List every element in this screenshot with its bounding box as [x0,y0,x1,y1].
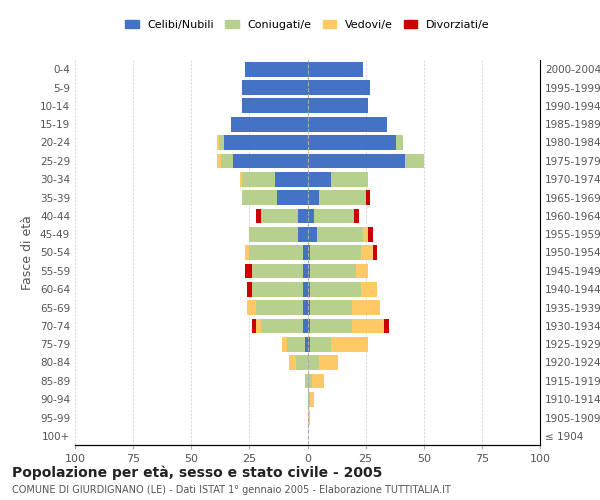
Bar [305,374,308,388]
Bar [289,355,296,370]
Bar [308,337,310,351]
Bar [287,337,305,351]
Bar [256,300,303,315]
Bar [373,245,377,260]
Bar [308,410,310,425]
Bar [317,227,364,242]
Bar [319,355,338,370]
Bar [308,318,310,333]
Bar [250,245,303,260]
Bar [308,135,396,150]
Bar [252,264,303,278]
Bar [303,318,308,333]
Bar [217,154,221,168]
Bar [308,117,386,132]
Bar [252,318,256,333]
Bar [361,282,377,296]
Bar [308,264,310,278]
Bar [308,172,331,186]
Bar [310,300,352,315]
Bar [247,300,256,315]
Bar [303,282,308,296]
Bar [308,190,319,205]
Bar [245,264,252,278]
Bar [305,337,308,351]
Bar [242,172,275,186]
Bar [231,117,308,132]
Bar [296,355,308,370]
Bar [308,98,368,113]
Bar [308,80,370,95]
Bar [364,227,368,242]
Text: COMUNE DI GIURDIGNANO (LE) - Dati ISTAT 1° gennaio 2005 - Elaborazione TUTTITALI: COMUNE DI GIURDIGNANO (LE) - Dati ISTAT … [12,485,451,495]
Bar [384,318,389,333]
Bar [365,190,370,205]
Bar [308,154,405,168]
Text: Popolazione per età, sesso e stato civile - 2005: Popolazione per età, sesso e stato civil… [12,465,382,479]
Bar [308,300,310,315]
Bar [245,245,250,260]
Bar [361,245,373,260]
Bar [242,190,277,205]
Bar [261,208,298,223]
Bar [303,300,308,315]
Bar [224,135,308,150]
Bar [310,264,356,278]
Bar [221,154,233,168]
Bar [396,135,403,150]
Bar [356,264,368,278]
Bar [308,374,312,388]
Bar [319,190,365,205]
Bar [275,172,308,186]
Bar [245,62,308,76]
Bar [242,80,308,95]
Bar [310,245,361,260]
Bar [308,392,310,406]
Bar [310,392,314,406]
Bar [331,337,368,351]
Bar [368,227,373,242]
Bar [405,154,424,168]
Bar [308,208,314,223]
Bar [303,264,308,278]
Bar [314,208,354,223]
Bar [312,374,324,388]
Bar [217,135,219,150]
Bar [256,318,261,333]
Bar [242,98,308,113]
Bar [247,282,252,296]
Bar [352,300,380,315]
Bar [252,282,303,296]
Bar [352,318,384,333]
Bar [298,227,308,242]
Bar [261,318,303,333]
Legend: Celibi/Nubili, Coniugati/e, Vedovi/e, Divorziati/e: Celibi/Nubili, Coniugati/e, Vedovi/e, Di… [121,16,494,34]
Bar [298,208,308,223]
Bar [303,245,308,260]
Bar [308,355,319,370]
Bar [308,62,364,76]
Bar [256,208,261,223]
Bar [308,245,310,260]
Bar [250,227,298,242]
Bar [282,337,287,351]
Bar [310,318,352,333]
Bar [233,154,308,168]
Bar [219,135,224,150]
Bar [310,337,331,351]
Bar [308,282,310,296]
Bar [310,282,361,296]
Bar [277,190,308,205]
Bar [240,172,242,186]
Bar [354,208,359,223]
Bar [308,227,317,242]
Y-axis label: Fasce di età: Fasce di età [22,215,34,290]
Bar [331,172,368,186]
